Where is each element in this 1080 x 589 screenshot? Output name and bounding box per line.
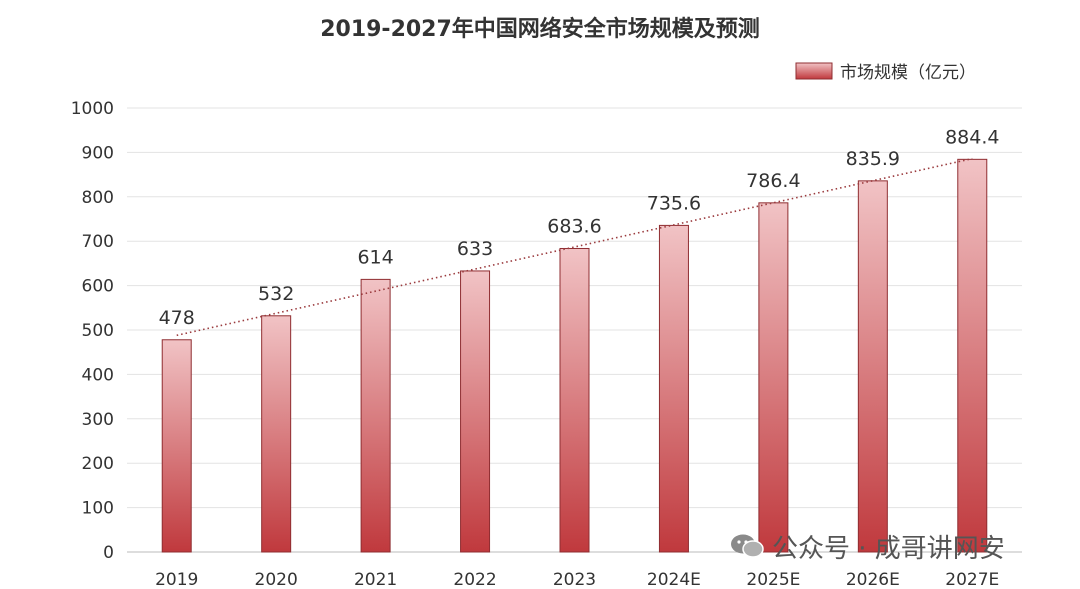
x-axis: 2019 2020 2021 2022 2023 2024E 2025E 2026E 2027E bbox=[155, 570, 999, 589]
data-label: 735.6 bbox=[647, 192, 701, 214]
data-label: 633 bbox=[457, 238, 493, 260]
bar bbox=[360, 278, 391, 553]
data-label: 786.4 bbox=[746, 170, 800, 192]
bar bbox=[957, 158, 988, 553]
data-label: 478 bbox=[159, 307, 195, 329]
watermark: 公众号 · 成哥讲网安 bbox=[730, 528, 1005, 564]
x-tick-label: 2023 bbox=[553, 570, 596, 589]
x-tick-label: 2024E bbox=[647, 570, 701, 589]
data-label: 614 bbox=[357, 246, 393, 268]
y-tick-label: 300 bbox=[82, 410, 114, 430]
y-tick-label: 100 bbox=[82, 499, 114, 519]
y-axis: 0 100 200 300 400 500 600 700 800 900 1000 bbox=[71, 99, 114, 563]
bar bbox=[460, 270, 491, 553]
bar bbox=[161, 339, 192, 553]
bar bbox=[658, 224, 689, 553]
data-label: 532 bbox=[258, 283, 294, 305]
trendline-path bbox=[176, 157, 973, 337]
trendline bbox=[176, 157, 973, 337]
x-tick-label: 2027E bbox=[945, 570, 999, 589]
y-tick-label: 0 bbox=[103, 543, 114, 563]
legend-swatch bbox=[795, 62, 833, 80]
x-tick-label: 2021 bbox=[354, 570, 397, 589]
bars bbox=[161, 158, 988, 553]
data-label: 683.6 bbox=[547, 215, 601, 237]
y-tick-label: 400 bbox=[82, 365, 114, 385]
x-tick-label: 2025E bbox=[746, 570, 800, 589]
x-tick-label: 2020 bbox=[255, 570, 298, 589]
legend-label: 市场规模（亿元） bbox=[840, 63, 976, 83]
x-tick-label: 2026E bbox=[846, 570, 900, 589]
y-tick-label: 600 bbox=[82, 277, 114, 297]
legend: 市场规模（亿元） bbox=[795, 62, 976, 83]
value-labels: 478 532 614 633 683.6 735.6 786.4 835.9 884.4 bbox=[159, 126, 1000, 328]
watermark-text: 公众号 · 成哥讲网安 bbox=[772, 533, 1005, 564]
y-tick-label: 1000 bbox=[71, 99, 114, 119]
y-tick-label: 500 bbox=[82, 321, 114, 341]
y-tick-label: 700 bbox=[82, 232, 114, 252]
x-tick-label: 2019 bbox=[155, 570, 198, 589]
bar bbox=[261, 315, 292, 553]
y-tick-label: 800 bbox=[82, 188, 114, 208]
y-tick-label: 200 bbox=[82, 454, 114, 474]
bar bbox=[758, 202, 789, 553]
wechat-icon bbox=[730, 533, 764, 559]
data-label: 884.4 bbox=[945, 126, 999, 148]
y-tick-label: 900 bbox=[82, 143, 114, 163]
bar bbox=[857, 180, 888, 553]
chart-title: 2019-2027年中国网络安全市场规模及预测 bbox=[320, 16, 760, 42]
data-label: 835.9 bbox=[846, 148, 900, 170]
bar bbox=[559, 247, 590, 553]
x-tick-label: 2022 bbox=[453, 570, 496, 589]
